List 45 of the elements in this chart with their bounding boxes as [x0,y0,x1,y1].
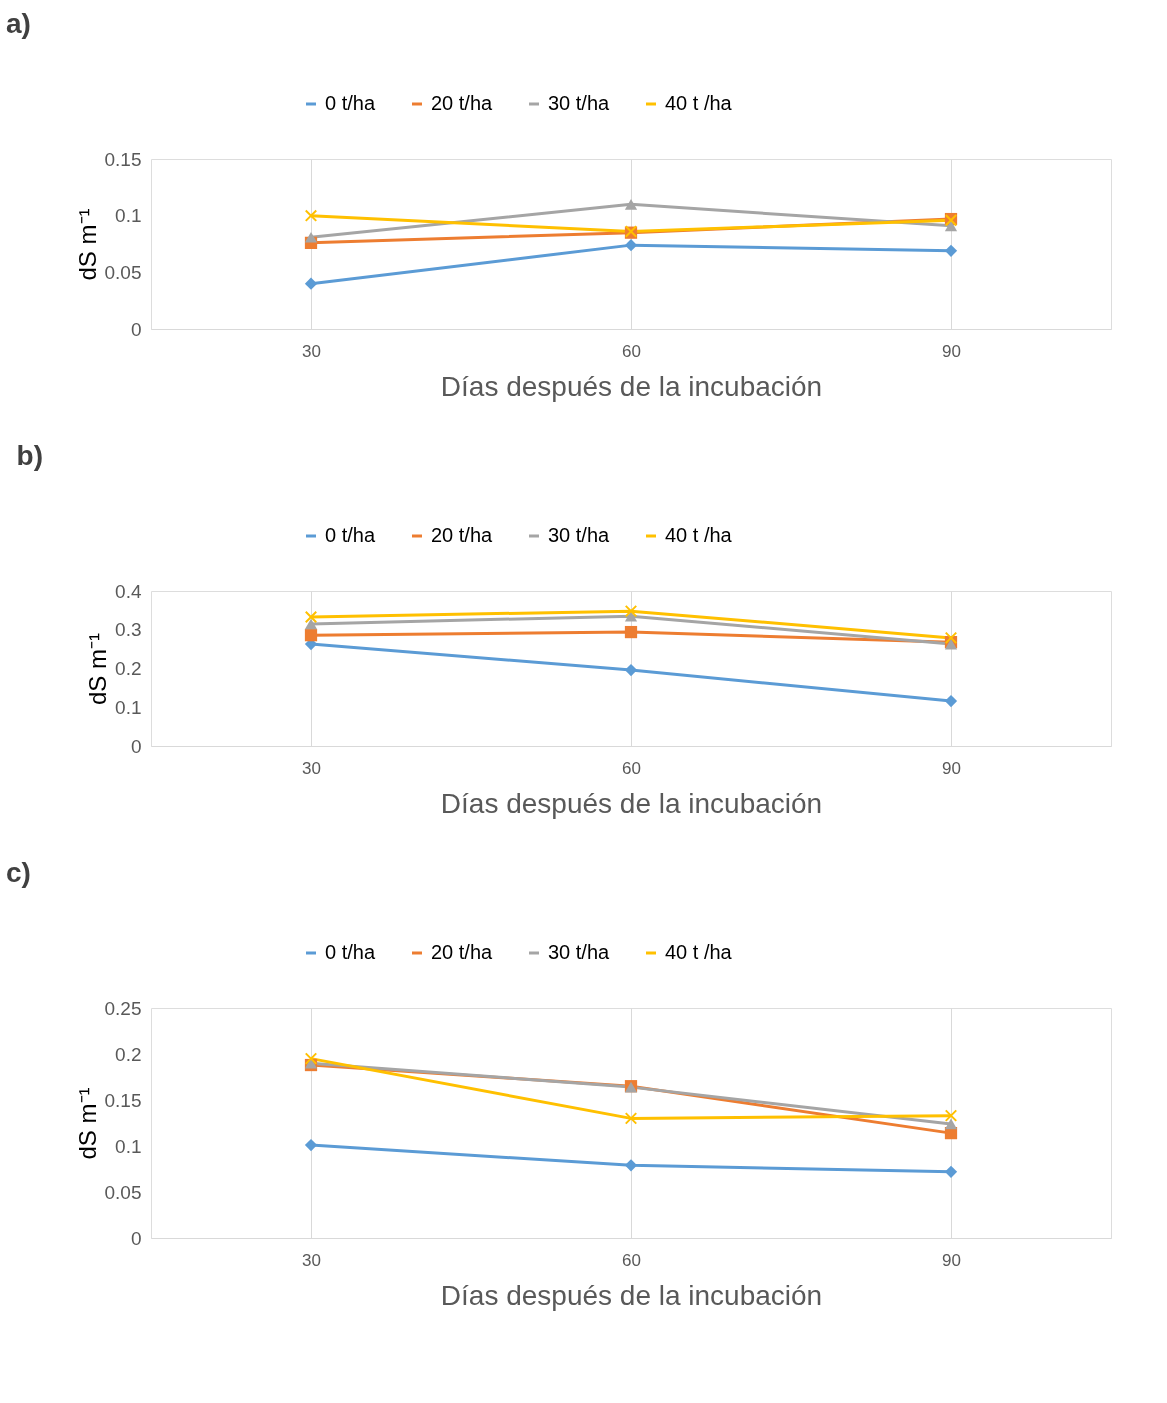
y-tick-label: 0.1 [115,205,142,227]
legend-label: 30 t/ha [548,941,611,963]
y-tick-label: 0.1 [115,696,142,718]
legend-label: 0 t/ha [325,941,376,963]
y-tick-label: 0.2 [115,1043,142,1065]
y-tick-label: 0 [130,318,142,340]
legend-label: 40 t /ha [665,524,733,546]
y-tick-label: 0.15 [104,1089,142,1111]
x-tick-label: 30 [302,1250,321,1270]
y-tick-label: 0.15 [104,148,142,170]
legend-label: 0 t/ha [325,92,376,114]
x-tick-label: 90 [942,341,961,361]
x-axis-title: Días después de la incubación [440,787,823,819]
x-axis-title: Días después de la incubación [440,370,823,402]
y-tick-label: 0.05 [104,261,142,283]
y-tick-label: 0 [130,735,142,757]
legend-label: 20 t/ha [431,524,494,546]
y-tick-label: 0.4 [115,580,142,602]
x-tick-label: 60 [622,341,641,361]
legend-label: 30 t/ha [548,92,611,114]
y-tick-label: 0.05 [104,1181,142,1203]
legend-label: 30 t/ha [548,524,611,546]
legend-label: 40 t /ha [665,941,733,963]
x-tick-label: 90 [942,1250,961,1270]
y-axis-title: dS m⁻¹ [84,632,112,706]
x-tick-label: 60 [622,758,641,778]
y-axis-title: dS m⁻¹ [73,208,101,281]
y-axis-title: dS m⁻¹ [73,1087,101,1160]
x-axis-title: Días después de la incubación [440,1279,823,1311]
legend-label: 20 t/ha [431,941,494,963]
y-tick-label: 0.2 [115,658,142,679]
legend-label: 40 t /ha [665,92,733,114]
y-tick-label: 0.1 [115,1135,142,1157]
x-tick-label: 90 [942,758,961,778]
x-tick-label: 30 [302,341,321,361]
y-tick-label: 0.3 [115,619,142,641]
legend-label: 0 t/ha [325,524,376,546]
y-tick-label: 0.25 [104,997,142,1019]
legend-label: 20 t/ha [431,92,494,114]
x-tick-label: 30 [302,758,321,778]
chart-title: a) [6,8,31,39]
y-tick-label: 0 [130,1227,142,1249]
chart-title: b) [16,440,44,471]
x-tick-label: 60 [622,1250,641,1270]
chart-title: c) [6,857,31,888]
